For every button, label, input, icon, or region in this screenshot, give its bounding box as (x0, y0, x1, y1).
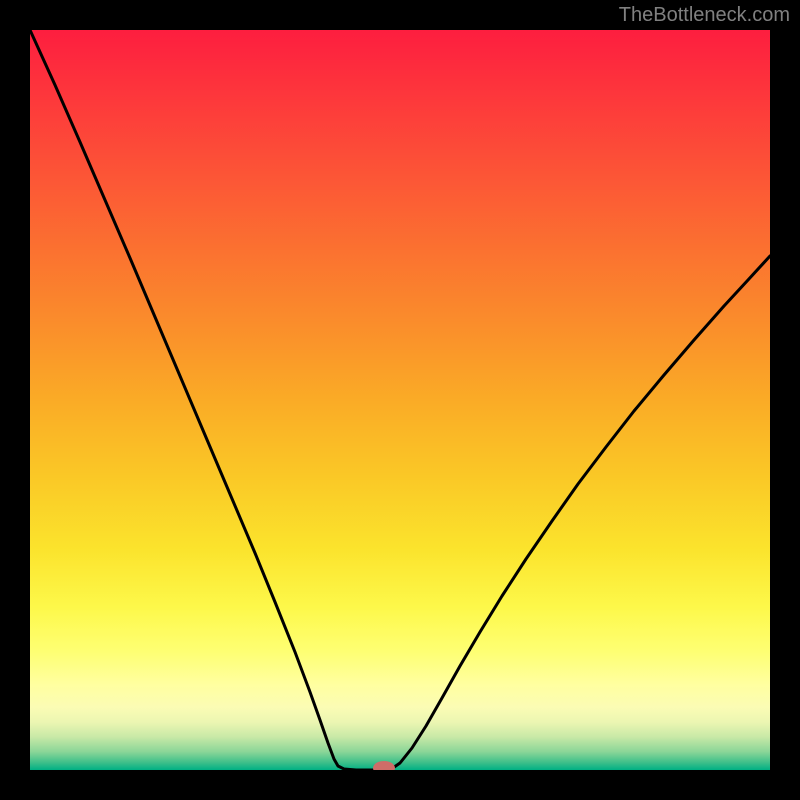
watermark-text: TheBottleneck.com (619, 4, 790, 27)
gradient-background (30, 30, 770, 770)
chart-container: TheBottleneck.com (0, 0, 800, 800)
bottleneck-chart (0, 0, 800, 800)
